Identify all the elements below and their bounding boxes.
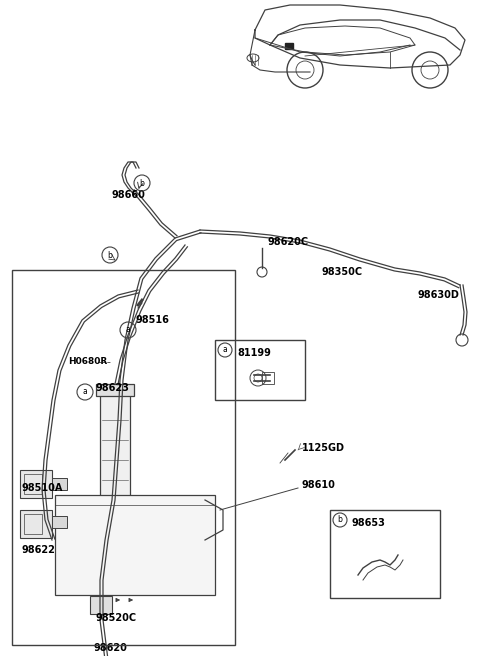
Bar: [100, 390, 130, 500]
Text: a: a: [126, 325, 131, 335]
Text: 98623: 98623: [95, 383, 129, 393]
Text: H0680R: H0680R: [68, 358, 107, 367]
Text: 98350C: 98350C: [322, 267, 363, 277]
Text: b: b: [108, 251, 112, 260]
Bar: [24, 514, 42, 534]
Bar: [20, 510, 52, 538]
Text: 98620C: 98620C: [268, 237, 309, 247]
Text: 98660: 98660: [111, 190, 145, 200]
Text: 98630D: 98630D: [418, 290, 460, 300]
Bar: [262, 372, 274, 384]
Text: a: a: [223, 346, 228, 354]
Bar: [52, 478, 67, 490]
Bar: [24, 474, 42, 494]
Text: 98653: 98653: [352, 518, 386, 528]
Text: 1125GD: 1125GD: [302, 443, 345, 453]
Bar: [96, 384, 134, 396]
Text: a: a: [83, 388, 87, 396]
Bar: [90, 596, 112, 614]
Text: b: b: [337, 516, 342, 525]
Bar: [52, 516, 67, 528]
Bar: [55, 495, 215, 595]
Text: 98520C: 98520C: [95, 613, 136, 623]
Text: b: b: [140, 178, 144, 188]
Bar: [20, 470, 52, 498]
Text: 98622: 98622: [22, 545, 56, 555]
Text: 98510A: 98510A: [22, 483, 63, 493]
Bar: [330, 510, 440, 598]
Bar: [12, 270, 235, 645]
Text: 98610: 98610: [302, 480, 336, 490]
Bar: [285, 43, 293, 49]
Text: 98620: 98620: [93, 643, 127, 653]
Text: 98516: 98516: [135, 315, 169, 325]
Bar: [215, 340, 305, 400]
Text: 81199: 81199: [237, 348, 271, 358]
